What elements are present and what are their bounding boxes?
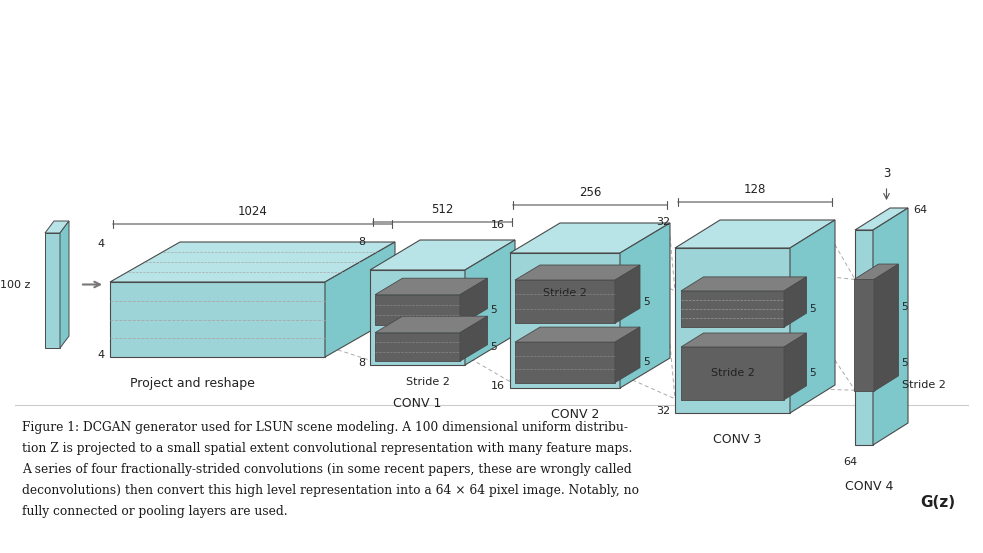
Polygon shape bbox=[681, 333, 806, 347]
Polygon shape bbox=[460, 278, 488, 325]
Text: Figure 1: DCGAN generator used for LSUN scene modeling. A 100 dimensional unifor: Figure 1: DCGAN generator used for LSUN … bbox=[22, 421, 628, 434]
Polygon shape bbox=[615, 265, 640, 323]
Polygon shape bbox=[784, 333, 806, 400]
Text: 256: 256 bbox=[579, 186, 602, 199]
Text: 5: 5 bbox=[901, 302, 908, 312]
Polygon shape bbox=[460, 316, 488, 361]
Text: tion Z is projected to a small spatial extent convolutional representation with : tion Z is projected to a small spatial e… bbox=[22, 442, 632, 455]
Polygon shape bbox=[375, 316, 488, 333]
Polygon shape bbox=[790, 220, 835, 413]
Polygon shape bbox=[855, 230, 873, 445]
Polygon shape bbox=[874, 264, 898, 392]
Text: 64: 64 bbox=[843, 457, 857, 467]
Polygon shape bbox=[620, 223, 670, 388]
Polygon shape bbox=[370, 240, 515, 270]
Text: 100 z: 100 z bbox=[0, 279, 30, 290]
Polygon shape bbox=[615, 327, 640, 383]
Polygon shape bbox=[675, 220, 835, 248]
Polygon shape bbox=[510, 223, 670, 253]
Text: CONV 2: CONV 2 bbox=[550, 408, 600, 421]
Polygon shape bbox=[110, 242, 395, 282]
Polygon shape bbox=[375, 295, 460, 325]
Polygon shape bbox=[110, 282, 325, 357]
Text: A series of four fractionally-strided convolutions (in some recent papers, these: A series of four fractionally-strided co… bbox=[22, 463, 632, 476]
Polygon shape bbox=[325, 242, 395, 357]
Polygon shape bbox=[515, 342, 615, 383]
Polygon shape bbox=[681, 347, 784, 400]
Text: 5: 5 bbox=[901, 358, 908, 368]
Text: deconvolutions) then convert this high level representation into a 64 × 64 pixel: deconvolutions) then convert this high l… bbox=[22, 484, 639, 497]
Text: fully connected or pooling layers are used.: fully connected or pooling layers are us… bbox=[22, 505, 288, 518]
Text: 32: 32 bbox=[656, 217, 670, 227]
Text: 4: 4 bbox=[98, 239, 105, 249]
Text: 5: 5 bbox=[643, 357, 650, 367]
Text: 1024: 1024 bbox=[238, 205, 267, 218]
Polygon shape bbox=[515, 265, 640, 280]
Polygon shape bbox=[675, 248, 790, 413]
Text: 16: 16 bbox=[491, 381, 505, 391]
Polygon shape bbox=[375, 278, 488, 295]
Text: Stride 2: Stride 2 bbox=[901, 380, 946, 390]
Text: Stride 2: Stride 2 bbox=[406, 377, 449, 387]
Text: CONV 1: CONV 1 bbox=[393, 397, 441, 410]
Polygon shape bbox=[784, 277, 806, 327]
Text: 128: 128 bbox=[744, 183, 766, 196]
Polygon shape bbox=[854, 279, 874, 392]
Polygon shape bbox=[873, 208, 908, 445]
Polygon shape bbox=[60, 221, 69, 348]
Polygon shape bbox=[854, 264, 898, 279]
Text: Project and reshape: Project and reshape bbox=[130, 377, 255, 390]
Text: 4: 4 bbox=[98, 350, 105, 360]
Text: Stride 2: Stride 2 bbox=[543, 288, 587, 298]
Polygon shape bbox=[515, 280, 615, 323]
Text: 16: 16 bbox=[491, 220, 505, 230]
Text: 5: 5 bbox=[491, 305, 497, 315]
Polygon shape bbox=[370, 270, 465, 365]
Text: 64: 64 bbox=[913, 205, 927, 215]
Polygon shape bbox=[45, 221, 69, 233]
Text: G(z): G(z) bbox=[920, 495, 955, 510]
Polygon shape bbox=[375, 333, 460, 361]
Polygon shape bbox=[515, 327, 640, 342]
Polygon shape bbox=[681, 277, 806, 291]
Polygon shape bbox=[855, 208, 908, 230]
Text: Stride 2: Stride 2 bbox=[711, 368, 754, 378]
Polygon shape bbox=[465, 240, 515, 365]
Text: CONV 4: CONV 4 bbox=[844, 480, 894, 493]
Text: 5: 5 bbox=[809, 304, 816, 314]
Text: 8: 8 bbox=[358, 358, 365, 368]
Text: 3: 3 bbox=[883, 167, 891, 180]
Text: 8: 8 bbox=[358, 237, 365, 247]
Text: CONV 3: CONV 3 bbox=[714, 433, 762, 446]
Polygon shape bbox=[45, 233, 60, 348]
Text: 5: 5 bbox=[643, 296, 650, 306]
Text: 5: 5 bbox=[491, 342, 497, 352]
Text: 5: 5 bbox=[809, 368, 816, 378]
Text: 512: 512 bbox=[432, 203, 454, 216]
Polygon shape bbox=[510, 253, 620, 388]
Polygon shape bbox=[681, 291, 784, 327]
Text: 32: 32 bbox=[656, 406, 670, 416]
